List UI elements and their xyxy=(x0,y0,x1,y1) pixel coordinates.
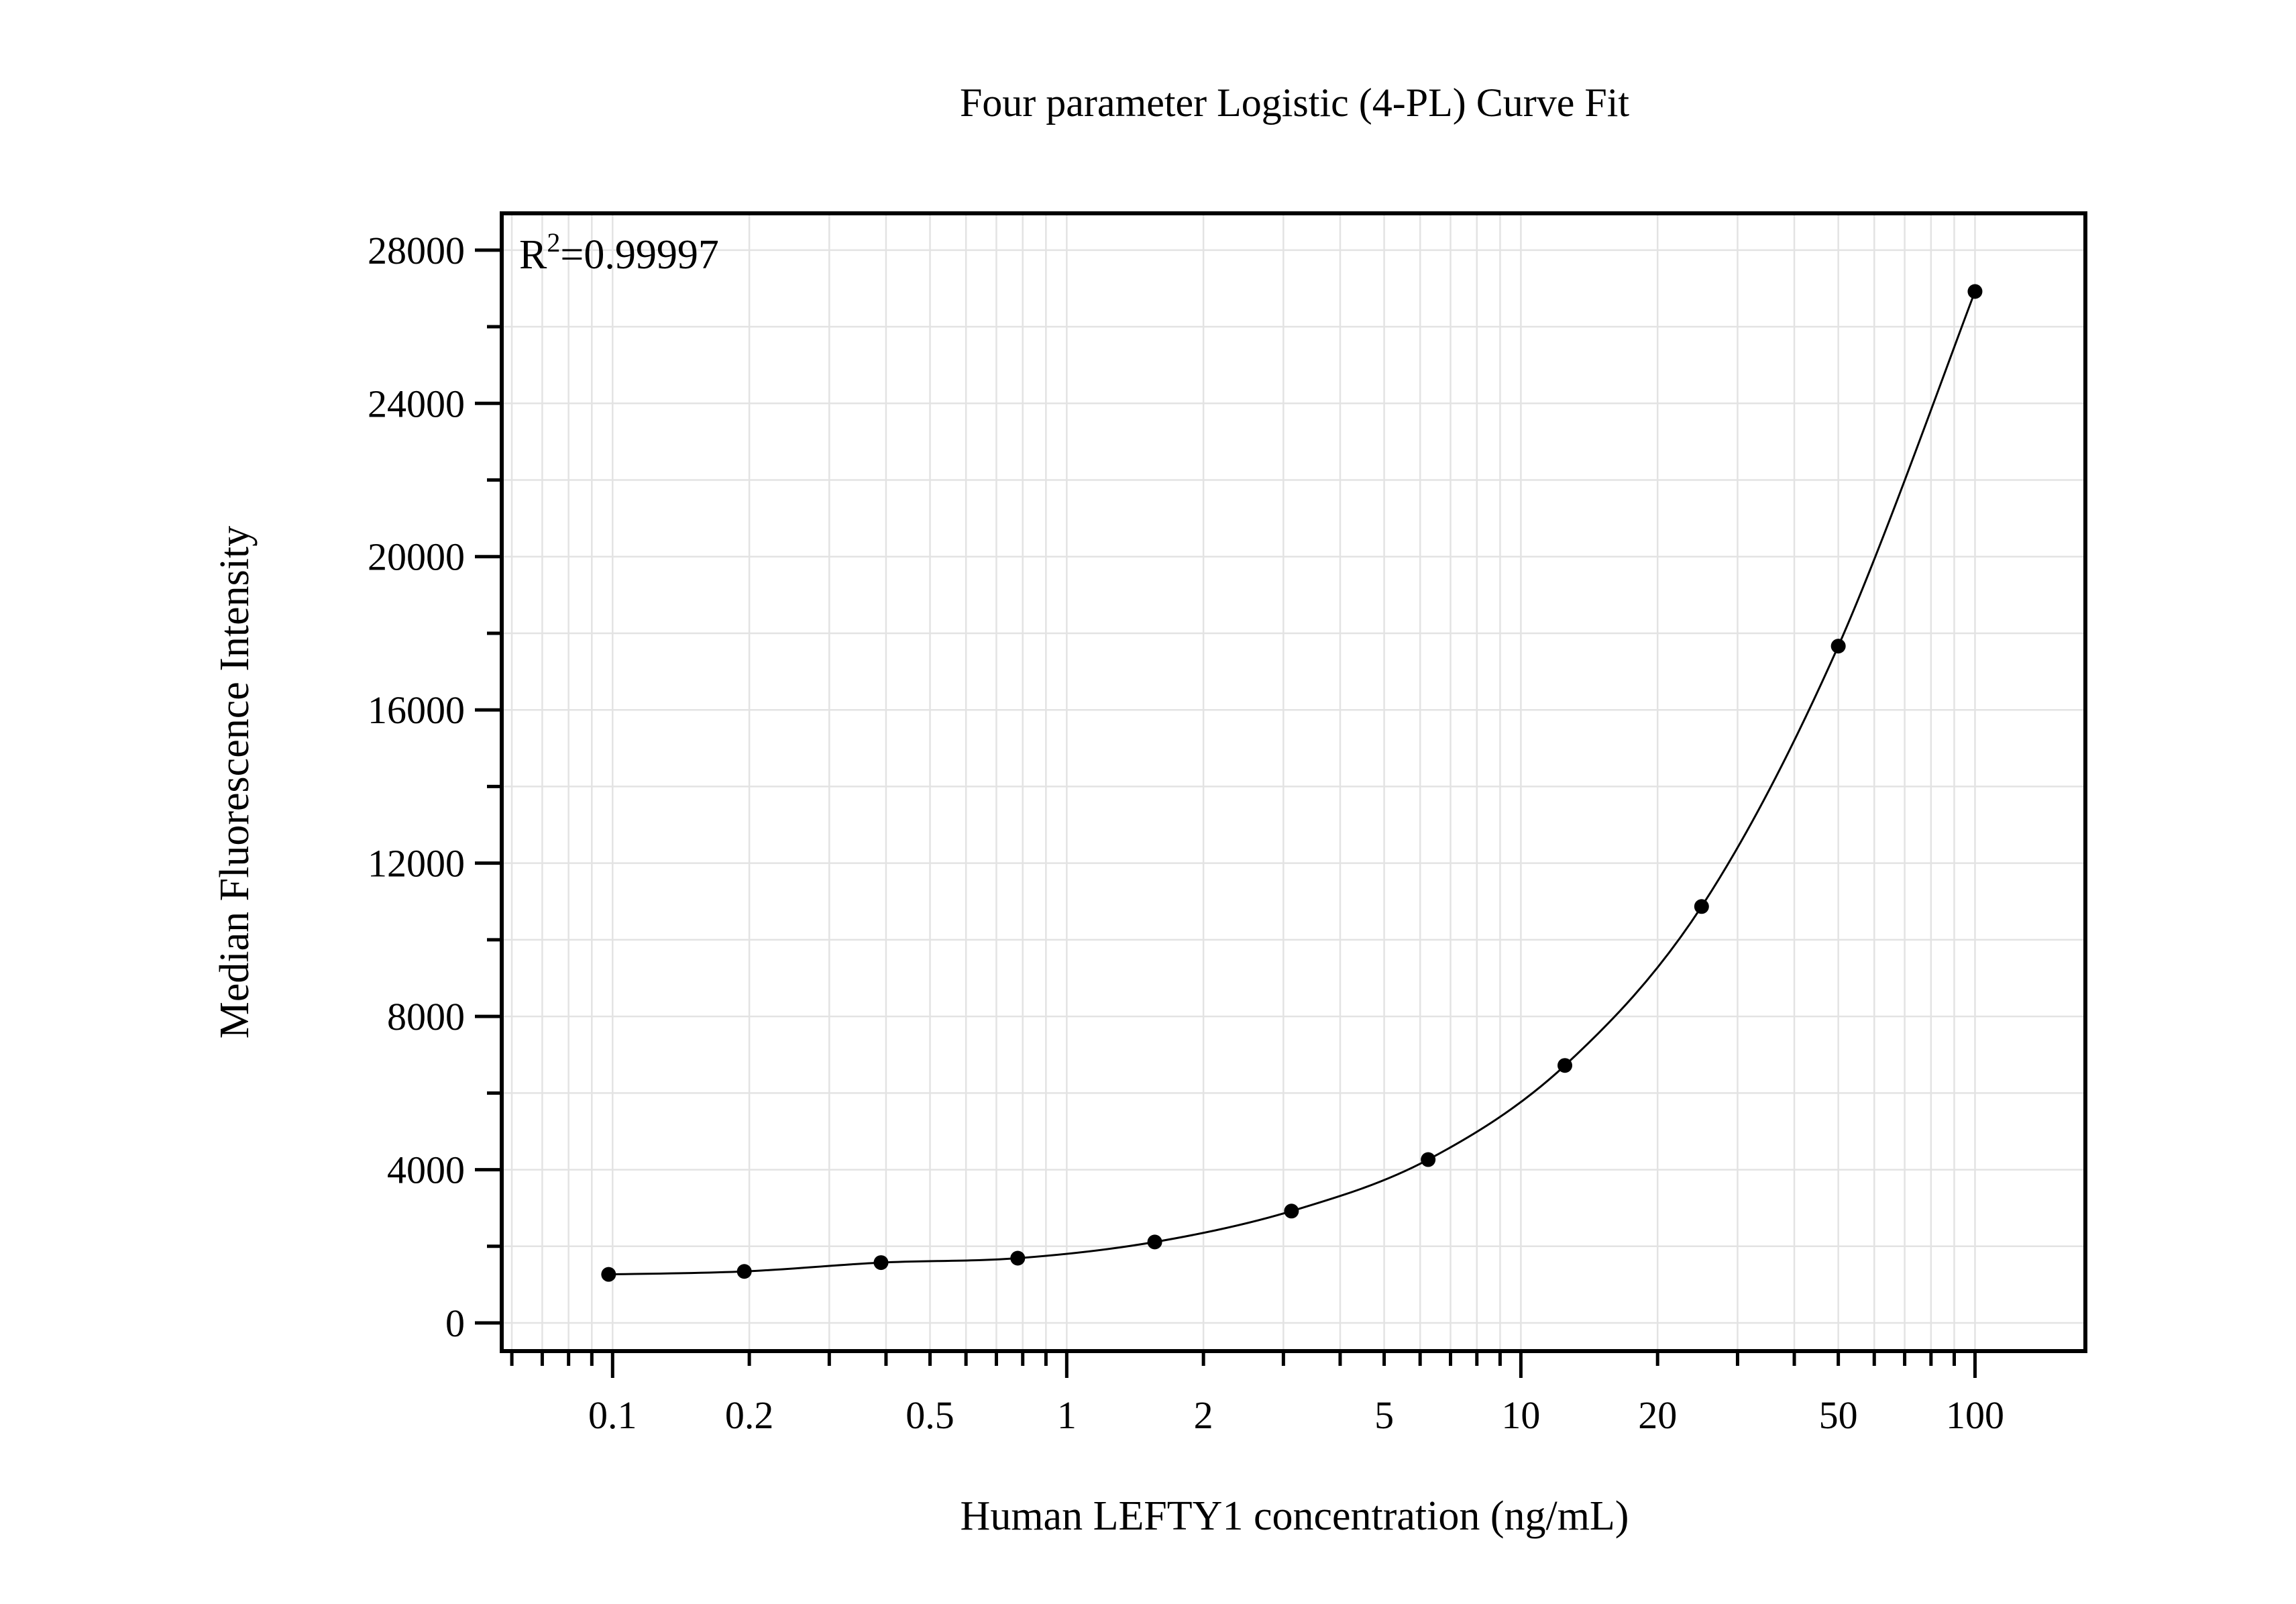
data-point xyxy=(1010,1250,1026,1266)
data-point xyxy=(1284,1204,1299,1219)
x-tick-label: 0.5 xyxy=(906,1393,954,1437)
y-tick-label: 8000 xyxy=(387,995,465,1038)
grid xyxy=(502,213,2085,1351)
plot-frame xyxy=(500,211,2087,1353)
y-tick-label: 24000 xyxy=(368,382,465,425)
data-point xyxy=(1557,1058,1573,1073)
data-points xyxy=(601,284,1983,1282)
x-tick-label: 0.1 xyxy=(588,1393,637,1437)
data-point xyxy=(1830,639,1846,654)
x-tick-label: 20 xyxy=(1638,1393,1677,1437)
r-value: =0.99997 xyxy=(560,232,718,278)
x-tick-label: 2 xyxy=(1194,1393,1213,1437)
r-squared-annotation: R2=0.99997 xyxy=(519,227,719,278)
data-point xyxy=(1147,1234,1162,1250)
x-tick-label: 5 xyxy=(1374,1393,1394,1437)
x-axis: 0.1 0.2 0.5 1 2 5 10 20 50 100 xyxy=(510,1351,2004,1437)
chart-title: Four parameter Logistic (4-PL) Curve Fit xyxy=(960,81,1629,125)
r-base: R xyxy=(519,232,547,278)
r-sup: 2 xyxy=(547,227,560,258)
y-tick-label: 12000 xyxy=(368,842,465,886)
x-axis-label: Human LEFTY1 concentration (ng/mL) xyxy=(961,1493,1629,1539)
data-point xyxy=(1967,284,1983,299)
data-point xyxy=(873,1255,889,1271)
x-tick-label: 0.2 xyxy=(725,1393,774,1437)
y-tick-label: 28000 xyxy=(368,229,465,272)
data-point xyxy=(1421,1152,1436,1167)
y-tick-label: 20000 xyxy=(368,535,465,579)
x-tick-label: 100 xyxy=(1946,1393,2004,1437)
y-tick-label: 16000 xyxy=(368,688,465,732)
data-point xyxy=(1694,899,1709,914)
fit-curve xyxy=(608,290,1976,1276)
y-tick-label: 0 xyxy=(445,1301,465,1345)
x-tick-label: 1 xyxy=(1057,1393,1077,1437)
y-tick-label: 4000 xyxy=(387,1148,465,1192)
data-point xyxy=(601,1267,616,1282)
data-point xyxy=(736,1264,752,1279)
y-axis-label: Median Fluorescence Intensity xyxy=(212,526,258,1038)
x-tick-label: 50 xyxy=(1819,1393,1858,1437)
y-axis: 0 4000 8000 12000 16000 20000 24000 28000 xyxy=(368,229,502,1345)
x-tick-label: 10 xyxy=(1501,1393,1540,1437)
fit-curve-group xyxy=(608,290,1976,1276)
